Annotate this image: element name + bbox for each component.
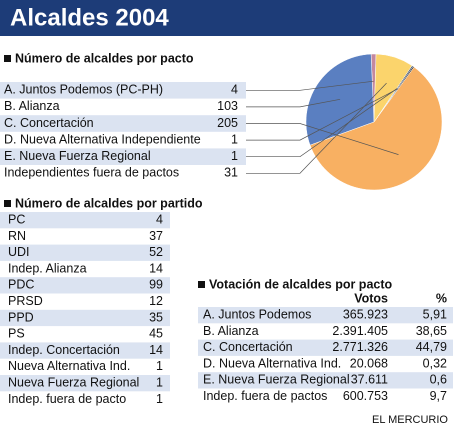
pact-votes: 2.771.326: [332, 340, 388, 354]
pact-name: C. Concertación: [203, 340, 293, 354]
legend-label: B. Alianza: [4, 99, 60, 113]
legend-label: E. Nueva Fuerza Regional: [4, 149, 151, 163]
leader-line: [246, 82, 387, 174]
pact-votes: 20.068: [350, 356, 388, 370]
pact-percent: 44,79: [416, 340, 447, 354]
legend-label: Independientes fuera de pactos: [4, 166, 179, 180]
leader-line: [246, 88, 398, 158]
party-count: 1: [156, 375, 163, 389]
pact-votes: 37.611: [351, 373, 388, 387]
pact-votes: 2.391.405: [332, 324, 388, 338]
bullet: [198, 281, 205, 288]
party-count: 4: [156, 212, 163, 226]
leader-line: [246, 123, 399, 155]
pact-votes: 365.923: [343, 307, 388, 321]
leader-line: [246, 98, 341, 108]
party-count: 1: [156, 392, 163, 406]
party-count: 12: [149, 294, 163, 308]
source: EL MERCURIO: [372, 414, 448, 426]
party-name: RN: [8, 229, 26, 243]
pact-name: E. Nueva Fuerza Regional: [203, 373, 350, 387]
party-count: 45: [149, 327, 163, 341]
party-name: PS: [8, 327, 25, 341]
party-name: PC: [8, 212, 25, 226]
party-name: UDI: [8, 245, 30, 259]
column-header: Votos: [354, 291, 388, 305]
page-title: Alcaldes 2004: [10, 4, 169, 31]
bullet: [4, 200, 11, 207]
pact-name: A. Juntos Podemos: [203, 307, 311, 321]
votes-table-title: Votación de alcaldes por pacto: [209, 277, 393, 291]
party-count: 1: [156, 359, 163, 373]
legend-value: 1: [231, 132, 238, 146]
legend-value: 4: [231, 83, 238, 97]
leader-line: [246, 80, 374, 91]
party-count: 14: [149, 343, 163, 357]
pact-percent: 0,6: [430, 373, 447, 387]
row-band: [0, 342, 170, 359]
row-band: [0, 375, 170, 392]
party-table-title: Número de alcaldes por partido: [15, 196, 203, 210]
row-band: [0, 82, 246, 99]
pact-name: Indep. fuera de pactos: [203, 389, 327, 403]
pact-percent: 0,32: [423, 356, 447, 370]
party-name: Indep. Concertación: [8, 343, 120, 357]
party-name: Nueva Fuerza Regional: [8, 375, 139, 389]
column-header: %: [436, 291, 447, 305]
row-band: [0, 212, 170, 229]
legend-value: 1: [231, 149, 238, 163]
row-band: [0, 148, 246, 165]
party-count: 37: [149, 229, 163, 243]
bullet: [4, 55, 11, 62]
pact-name: B. Alianza: [203, 324, 259, 338]
pact-percent: 9,7: [430, 389, 447, 403]
legend-label: D. Nueva Alternativa Independiente: [4, 132, 201, 146]
party-name: Nueva Alternativa Ind.: [8, 359, 130, 373]
legend-value: 205: [217, 116, 238, 130]
pact-percent: 38,65: [416, 324, 447, 338]
pact-name: D. Nueva Alternativa Ind.: [203, 356, 341, 370]
party-count: 35: [149, 310, 163, 324]
row-band: [0, 115, 246, 132]
row-band: [198, 339, 453, 356]
row-band: [198, 372, 453, 389]
pact-votes: 600.753: [343, 389, 388, 403]
row-band: [0, 277, 170, 294]
pact-percent: 5,91: [423, 307, 447, 321]
legend-value: 31: [224, 166, 238, 180]
pie-title: Número de alcaldes por pacto: [15, 51, 194, 65]
party-name: PPD: [8, 310, 34, 324]
pie-slice: [309, 66, 443, 191]
leader-line: [246, 88, 398, 141]
row-band: [0, 309, 170, 327]
party-name: PRSD: [8, 294, 43, 308]
pie-slice: [373, 53, 413, 123]
legend-label: A. Juntos Podemos (PC-PH): [4, 83, 163, 97]
party-name: Indep. fuera de pacto: [8, 392, 126, 406]
legend-value: 103: [217, 99, 238, 113]
header-bar: [0, 0, 454, 36]
row-band: [198, 307, 453, 324]
row-band: [0, 244, 170, 261]
party-count: 52: [149, 245, 163, 259]
party-count: 99: [149, 278, 163, 292]
legend-label: C. Concertación: [4, 116, 94, 130]
party-name: Indep. Alianza: [8, 261, 87, 275]
party-count: 14: [149, 261, 163, 275]
party-name: PDC: [8, 278, 34, 292]
